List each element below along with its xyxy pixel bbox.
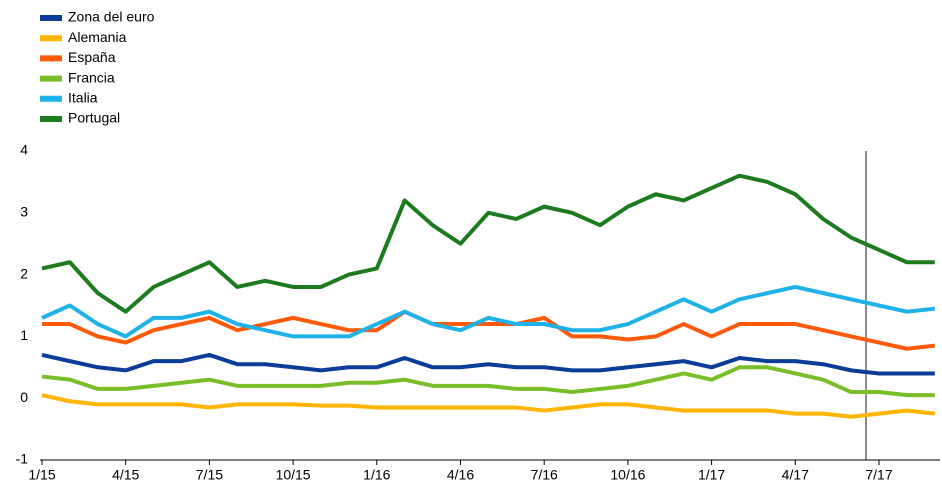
x-tick-label: 1/15 <box>28 467 55 483</box>
x-tick-label: 4/15 <box>112 467 139 483</box>
series-line <box>41 284 936 339</box>
series-line <box>41 393 936 419</box>
series-line <box>41 365 935 398</box>
x-tick-label: 10/15 <box>276 467 311 483</box>
y-tick-label: 4 <box>20 142 28 158</box>
x-tick-label: 1/16 <box>363 467 390 483</box>
legend-label: España <box>68 49 116 65</box>
x-tick-label: 4/16 <box>447 467 474 483</box>
x-tick-label: 1/17 <box>698 467 725 483</box>
y-tick-label: 1 <box>20 327 28 343</box>
series-line <box>41 352 935 376</box>
x-tick-label: 7/17 <box>865 467 892 483</box>
y-tick-label: -1 <box>16 451 29 467</box>
y-tick-label: 2 <box>20 265 28 281</box>
legend-label: Zona del euro <box>68 9 155 25</box>
legend-label: Francia <box>68 69 115 85</box>
legend-label: Italia <box>68 90 98 106</box>
x-tick-label: 7/16 <box>531 467 558 483</box>
y-tick-label: 3 <box>20 204 28 220</box>
series-line <box>41 173 935 314</box>
legend-label: Alemania <box>68 29 127 45</box>
legend-label: Portugal <box>68 110 120 126</box>
series-line <box>42 309 936 351</box>
x-tick-label: 10/16 <box>610 467 645 483</box>
x-tick-label: 4/17 <box>782 467 809 483</box>
y-tick-label: 0 <box>20 389 28 405</box>
x-tick-label: 7/15 <box>196 467 223 483</box>
